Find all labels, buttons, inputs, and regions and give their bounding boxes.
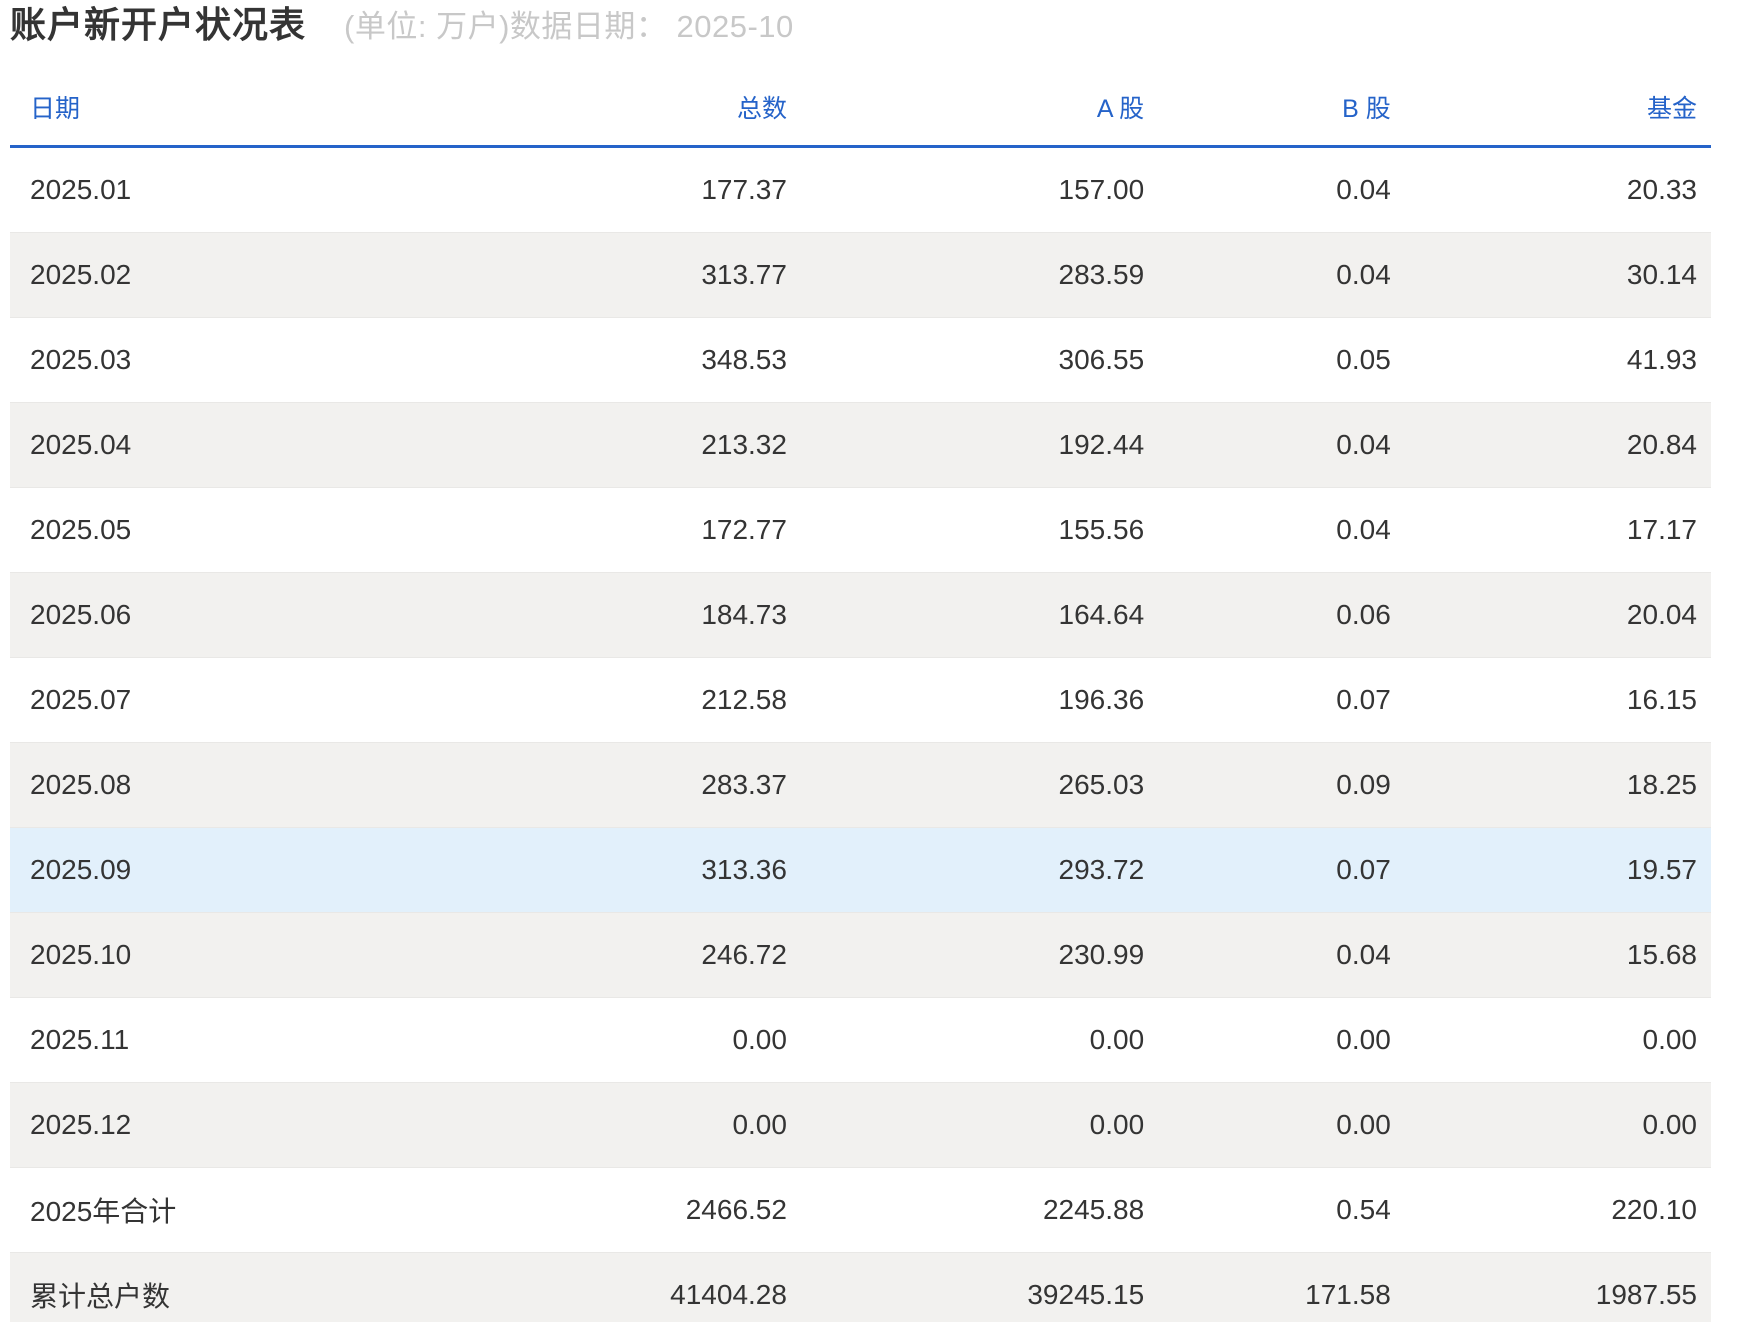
b-share-cell: 0.07 [1336,854,1391,885]
a-share-cell: 0.00 [1089,1024,1145,1055]
fund-cell: 16.15 [1626,684,1697,715]
total-cell: 0.00 [732,1109,787,1140]
b-share-cell: 0.00 [1336,1109,1391,1140]
table-row[interactable]: 2025.04 213.32 192.44 0.04 20.84 [10,402,1711,488]
b-share-cell: 0.09 [1336,769,1391,800]
b-share-cell: 0.07 [1336,684,1391,715]
table-row[interactable]: 2025.01 177.37 157.00 0.04 20.33 [10,146,1711,233]
a-share-cell: 265.03 [1058,769,1145,800]
total-cell: 177.37 [701,174,787,205]
total-cell: 41404.28 [670,1279,787,1310]
table-row[interactable]: 2025年合计 2466.52 2245.88 0.54 220.10 [10,1167,1711,1253]
total-cell: 0.00 [732,1024,787,1055]
table-row[interactable]: 累计总户数 41404.28 39245.15 171.58 1987.55 [10,1252,1711,1322]
table-row[interactable]: 2025.12 0.00 0.00 0.00 0.00 [10,1082,1711,1168]
date-cell: 2025.03 [30,344,132,375]
b-share-cell: 0.04 [1336,259,1391,290]
fund-cell: 20.33 [1626,174,1697,205]
date-cell: 2025.11 [30,1024,130,1055]
fund-cell: 0.00 [1642,1024,1698,1055]
b-share-cell: 0.00 [1336,1024,1391,1055]
date-cell: 2025.08 [30,769,132,800]
a-share-cell: 306.55 [1058,344,1145,375]
fund-cell: 15.68 [1626,939,1697,970]
fund-cell: 18.25 [1626,769,1697,800]
table-row[interactable]: 2025.09 313.36 293.72 0.07 19.57 [10,827,1711,913]
a-share-cell: 164.64 [1058,599,1145,630]
total-cell: 313.36 [701,854,787,885]
table-row[interactable]: 2025.05 172.77 155.56 0.04 17.17 [10,487,1711,573]
table-row[interactable]: 2025.03 348.53 306.55 0.05 41.93 [10,317,1711,403]
table-row[interactable]: 2025.07 212.58 196.36 0.07 16.15 [10,657,1711,743]
date-cell: 累计总户数 [30,1281,171,1312]
b-share-cell: 171.58 [1305,1279,1391,1310]
a-share-cell: 0.00 [1089,1109,1145,1140]
fund-cell: 20.84 [1626,429,1697,460]
date-cell: 2025.09 [30,854,132,885]
a-share-cell: 39245.15 [1027,1279,1145,1310]
a-share-cell: 192.44 [1058,429,1145,460]
table-body: 2025.01 177.37 157.00 0.04 20.33 2025.02… [10,146,1711,1322]
header-row: 日期 总数 A 股 B 股 基金 [10,68,1711,148]
b-share-cell: 0.04 [1336,174,1391,205]
date-cell: 2025.01 [30,174,132,205]
total-cell: 2466.52 [685,1194,787,1225]
fund-cell: 41.93 [1626,344,1697,375]
accounts-table: 日期 总数 A 股 B 股 基金 2025.01 177.37 157.00 0… [10,68,1711,1322]
a-share-cell: 196.36 [1058,684,1145,715]
fund-cell: 30.14 [1626,259,1697,290]
column-header-a-share[interactable]: A 股 [800,68,1159,148]
total-cell: 172.77 [701,514,787,545]
b-share-cell: 0.54 [1336,1194,1391,1225]
total-cell: 283.37 [701,769,787,800]
column-header-fund[interactable]: 基金 [1404,68,1711,148]
fund-cell: 17.17 [1626,514,1697,545]
page-title: 账户新开户状况表 [10,4,307,45]
fund-cell: 220.10 [1611,1194,1697,1225]
date-cell: 2025.04 [30,429,132,460]
fund-cell: 1987.55 [1595,1279,1697,1310]
b-share-cell: 0.04 [1336,429,1391,460]
b-share-cell: 0.05 [1336,344,1391,375]
table-row[interactable]: 2025.08 283.37 265.03 0.09 18.25 [10,742,1711,828]
total-cell: 184.73 [701,599,787,630]
date-cell: 2025.06 [30,599,132,630]
total-cell: 246.72 [701,939,787,970]
total-cell: 348.53 [701,344,787,375]
fund-cell: 0.00 [1642,1109,1698,1140]
table-row[interactable]: 2025.06 184.73 164.64 0.06 20.04 [10,572,1711,658]
fund-cell: 20.04 [1626,599,1697,630]
date-cell: 2025.05 [30,514,132,545]
total-cell: 313.77 [701,259,787,290]
a-share-cell: 230.99 [1058,939,1145,970]
table-row[interactable]: 2025.10 246.72 230.99 0.04 15.68 [10,912,1711,998]
a-share-cell: 2245.88 [1042,1194,1145,1225]
page-subtitle: (单位: 万户)数据日期： 2025-10 [344,9,794,44]
date-cell: 2025.02 [30,259,132,290]
total-cell: 213.32 [701,429,787,460]
b-share-cell: 0.04 [1336,939,1391,970]
a-share-cell: 283.59 [1058,259,1145,290]
date-cell: 2025.10 [30,939,132,970]
column-header-date[interactable]: 日期 [10,68,419,148]
a-share-cell: 155.56 [1058,514,1145,545]
b-share-cell: 0.06 [1336,599,1391,630]
title-bar: 账户新开户状况表 (单位: 万户)数据日期： 2025-10 [0,2,1752,48]
column-header-b-share[interactable]: B 股 [1158,68,1405,148]
table-header: 日期 总数 A 股 B 股 基金 [10,68,1711,148]
table-row[interactable]: 2025.11 0.00 0.00 0.00 0.00 [10,997,1711,1083]
a-share-cell: 293.72 [1058,854,1145,885]
fund-cell: 19.57 [1626,854,1697,885]
b-share-cell: 0.04 [1336,514,1391,545]
total-cell: 212.58 [701,684,787,715]
date-cell: 2025.12 [30,1109,132,1140]
a-share-cell: 157.00 [1058,174,1145,205]
date-cell: 2025年合计 [30,1196,177,1227]
date-cell: 2025.07 [30,684,132,715]
column-header-total[interactable]: 总数 [418,68,801,148]
table-row[interactable]: 2025.02 313.77 283.59 0.04 30.14 [10,232,1711,318]
